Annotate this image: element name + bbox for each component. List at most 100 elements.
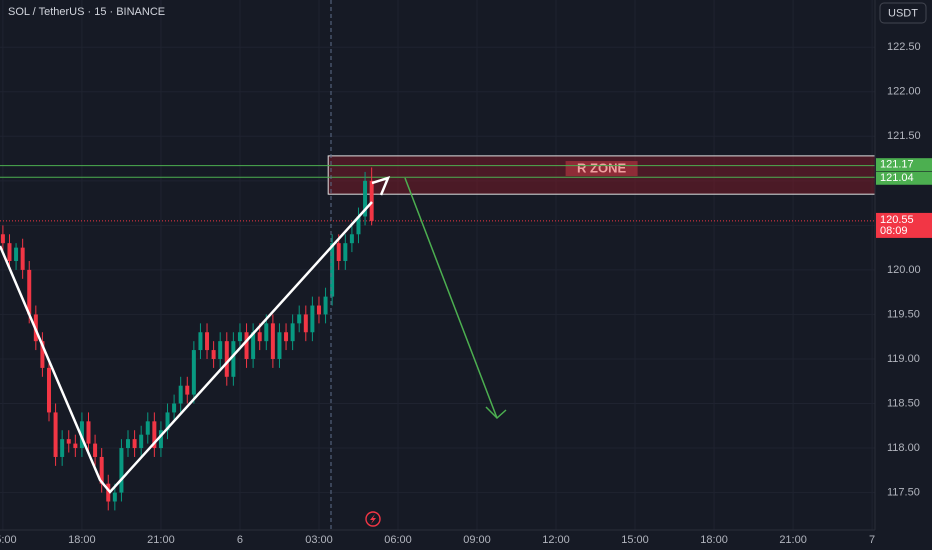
candle-body (284, 332, 289, 342)
candle-body (231, 341, 236, 377)
countdown-label: 08:09 (880, 225, 908, 237)
currency-label: USDT (888, 7, 918, 19)
candle-body (303, 314, 308, 333)
candle-body (349, 234, 354, 244)
level-tag (876, 158, 932, 172)
candle-body (218, 341, 223, 359)
candle-body (297, 314, 302, 324)
candle-body (211, 350, 216, 359)
x-tick-label: 7 (869, 534, 875, 546)
candle-body (264, 323, 269, 342)
grid (0, 0, 875, 530)
level-tag (876, 171, 932, 185)
last-price-tag (876, 212, 932, 238)
candle-body (323, 296, 328, 315)
candle-body (316, 305, 321, 315)
candle-body (165, 412, 170, 431)
alert-icon[interactable] (365, 511, 381, 527)
candle-body (158, 430, 163, 449)
candle-body (191, 350, 196, 395)
candle-body (86, 421, 91, 444)
candle-body (251, 332, 256, 359)
y-tick-label: 117.50 (887, 486, 920, 498)
arrow-head (371, 176, 391, 196)
arrow-head (485, 406, 507, 420)
candle-body (343, 243, 348, 261)
y-tick-label: 120.00 (887, 264, 921, 276)
x-tick-label: 21:00 (779, 534, 807, 546)
x-tick-label: 06:00 (384, 534, 412, 546)
x-tick-label: 18:00 (700, 534, 728, 546)
candle-body (139, 434, 144, 449)
candle-body (152, 421, 157, 449)
candle-body (112, 492, 117, 502)
candle-body (27, 269, 32, 315)
x-tick-label: 18:00 (68, 534, 96, 546)
candle-body (277, 332, 282, 359)
price-axis (875, 0, 932, 550)
candle-body (132, 439, 137, 449)
candle-body (310, 305, 315, 333)
y-tick-label: 122.50 (887, 41, 921, 53)
candle-body (270, 323, 275, 359)
chart-title: SOL / TetherUS · 15 · BINANCE (8, 6, 165, 18)
candle-body (7, 243, 12, 261)
projection-arrow (404, 177, 498, 419)
zone-layer: R ZONE (0, 155, 876, 222)
candle-body (369, 180, 374, 221)
level-label: 121.17 (880, 159, 914, 171)
y-tick-label: 119.50 (887, 308, 920, 320)
candle-body (0, 234, 5, 244)
x-tick-label: 09:00 (463, 534, 491, 546)
candle-body (363, 180, 368, 217)
y-tick-label: 122.00 (887, 86, 921, 98)
candle-body (290, 323, 295, 342)
candle-body (172, 403, 177, 413)
candle-body (178, 385, 183, 404)
candle-body (244, 332, 249, 359)
x-tick-label: 15:00 (0, 534, 17, 546)
x-tick-label: 6 (237, 534, 243, 546)
x-tick-label: 15:00 (621, 534, 649, 546)
candle-body (126, 439, 131, 449)
zone-label: R ZONE (577, 160, 626, 175)
candle-body (336, 243, 341, 261)
candle-body (20, 247, 25, 270)
x-tick-label: 12:00 (542, 534, 570, 546)
candle-body (224, 341, 229, 377)
zone-label-bg (565, 161, 638, 177)
candle-body (46, 367, 51, 413)
currency-button[interactable] (879, 2, 927, 24)
candle-body (106, 483, 111, 502)
level-label: 121.04 (880, 172, 914, 184)
candle-body (145, 421, 150, 435)
x-tick-label: 03:00 (305, 534, 333, 546)
candle-body (257, 332, 262, 342)
candle-body (93, 443, 98, 457)
x-tick-label: 21:00 (147, 534, 175, 546)
candle-body (60, 439, 65, 457)
candle-body (185, 385, 190, 395)
candle-body (330, 243, 335, 297)
candle-body (205, 332, 210, 351)
y-tick-label: 118.50 (887, 397, 920, 409)
candle-body (237, 332, 242, 342)
candles (0, 167, 374, 511)
candle-body (99, 456, 104, 484)
candle-body (119, 448, 124, 493)
candle-body (73, 443, 78, 449)
last-price-label: 120.55 (880, 214, 914, 226)
y-tick-label: 121.50 (887, 130, 921, 142)
axis-labels: 117.50 118.00 118.50 119.00 119.50 120.00 120.… (0, 41, 932, 546)
candle-body (14, 247, 19, 261)
candle-body (356, 216, 361, 235)
y-tick-label: 118.00 (887, 442, 920, 454)
candle-body (40, 341, 45, 368)
y-tick-label: 119.00 (887, 353, 920, 365)
candle-body (53, 412, 58, 457)
candle-body (66, 439, 71, 444)
candle-body (198, 332, 203, 351)
zigzag-drawing (0, 201, 373, 494)
